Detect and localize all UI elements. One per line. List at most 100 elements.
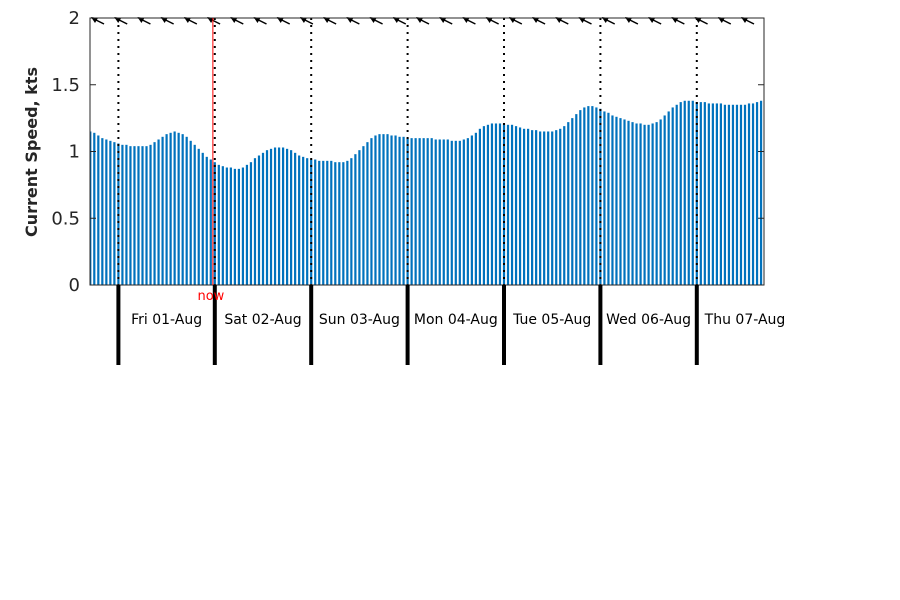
speed-bar [494,123,498,285]
speed-bar [679,102,682,285]
speed-bar [237,168,241,285]
speed-bar [358,150,361,285]
speed-bar [486,124,490,285]
speed-bar [193,144,196,285]
speed-bar [659,119,662,286]
day-divider-group [117,18,698,285]
speed-bar [165,134,168,285]
speed-bar [290,150,293,285]
speed-bar [454,140,457,285]
speed-bar [366,142,369,285]
speed-bar [474,132,477,285]
speed-bar [189,140,192,285]
speed-bar [285,148,289,285]
speed-bar [526,128,530,285]
speed-bar [418,138,421,285]
speed-bar [90,131,92,285]
speed-bar [623,119,626,286]
speed-bar [426,138,429,285]
speed-bar [249,162,253,285]
speed-bar [173,131,176,285]
speed-bar [410,138,413,285]
speed-bar [109,140,112,285]
speed-bar [334,162,337,285]
speed-bar [430,138,433,285]
speed-bar [747,103,751,285]
speed-bar [603,111,606,285]
speed-bar [374,135,377,285]
speed-bar [157,139,160,285]
speed-bar [153,142,156,285]
speed-bar [490,123,494,285]
speed-bar [587,106,590,285]
speed-bar [502,123,506,285]
speed-bar [101,138,104,285]
speed-bar [281,147,285,285]
speed-bar [145,146,148,285]
speed-bar [386,134,389,285]
speed-bar [330,160,333,285]
speed-bar [354,154,357,285]
speed-bar [177,132,180,285]
day-label: Sat 02-Aug [224,312,301,328]
speed-bar [675,104,678,286]
speed-bar [583,107,586,285]
speed-bar [149,144,152,285]
speed-bar [683,100,686,286]
speed-bar [217,164,220,285]
speed-bar [539,131,542,285]
speed-bar [723,104,727,286]
y-tick-label: 0 [69,275,80,296]
speed-bar [314,159,317,285]
speed-bar [326,160,329,285]
speed-bar [755,102,759,285]
speed-bar [510,124,514,285]
day-label: Mon 04-Aug [414,312,498,328]
speed-bar [141,146,144,285]
speed-bar [225,167,228,285]
speed-bar [442,139,445,285]
speed-bar [261,152,265,285]
speed-bar [691,100,694,286]
speed-bar [201,152,204,285]
speed-bar [563,126,566,285]
speed-bar [715,103,718,285]
speed-bar [699,102,702,285]
speed-bar [294,152,297,285]
speed-bar [727,104,731,286]
speed-bar [595,107,598,285]
speed-bar [197,148,200,285]
speed-bar [121,144,124,285]
day-label: Fri 01-Aug [131,312,202,328]
speed-bar [446,139,449,285]
speed-bar [607,112,610,285]
speed-bar [338,162,341,285]
speed-bar [631,122,634,285]
speed-bar [169,132,172,285]
speed-bar [759,100,763,286]
now-label: now [197,289,224,304]
speed-bar [707,103,710,285]
speed-bar [743,104,747,286]
speed-bar [298,155,301,285]
speed-bar [663,115,666,285]
speed-bar [161,136,164,285]
speed-bar [382,134,385,285]
speed-bar [378,134,381,285]
speed-bar [615,116,618,285]
speed-bar [205,156,208,285]
speed-bar [302,156,305,285]
y-axis-label: Current Speed, kts [22,67,41,237]
speed-bar [253,158,257,285]
speed-bar [129,146,132,285]
speed-bar [703,102,706,285]
speed-bar [711,103,714,285]
speed-bar [635,123,638,285]
speed-bar [466,138,469,285]
speed-bar [611,115,614,285]
speed-bar [651,123,654,285]
speed-bar [555,130,558,285]
speed-bar [273,147,277,285]
speed-bar [482,126,486,285]
